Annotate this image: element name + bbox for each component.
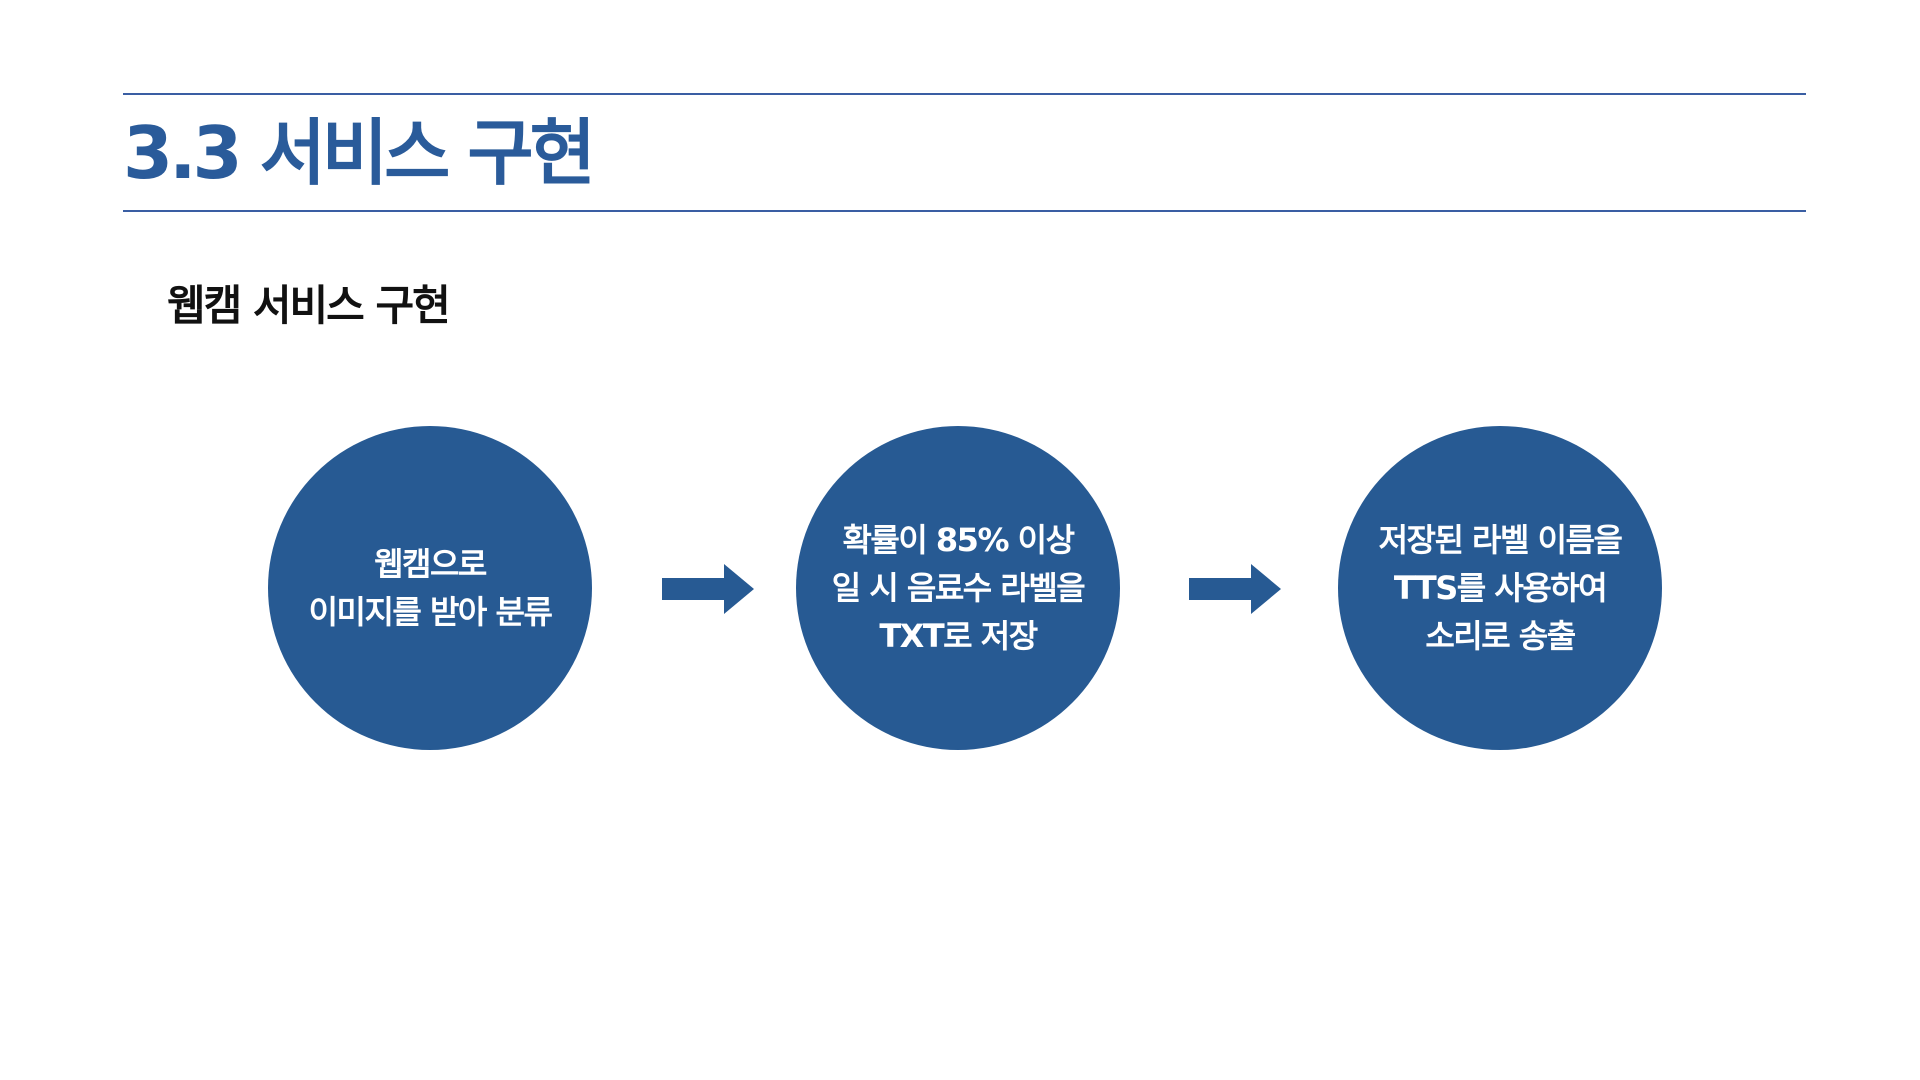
- flow-step-line: 이미지를 받아 분류: [308, 593, 553, 631]
- flow-step-line: 저장된 라벨 이름을: [1378, 521, 1623, 559]
- page-title: 3.3 서비스 구현: [123, 111, 596, 195]
- flow-step-line: 소리로 송출: [1425, 617, 1576, 655]
- title-top-rule: [123, 93, 1806, 95]
- flow-step-line: 웹캠으로: [374, 545, 487, 583]
- flow-step-line: 확률이 85% 이상: [842, 521, 1075, 559]
- flow-step-line: TTS를 사용하여: [1393, 569, 1608, 607]
- flow-step-save-label: 확률이 85% 이상 일 시 음료수 라벨을 TXT로 저장: [796, 426, 1120, 750]
- flow-step-text: 웹캠으로 이미지를 받아 분류: [308, 540, 553, 636]
- right-arrow-icon: [1189, 564, 1281, 614]
- right-arrow-icon: [662, 564, 754, 614]
- flow-step-tts-output: 저장된 라벨 이름을 TTS를 사용하여 소리로 송출: [1338, 426, 1662, 750]
- flow-step-text: 저장된 라벨 이름을 TTS를 사용하여 소리로 송출: [1378, 516, 1623, 660]
- flow-step-line: TXT로 저장: [879, 617, 1038, 655]
- flow-step-text: 확률이 85% 이상 일 시 음료수 라벨을 TXT로 저장: [831, 516, 1086, 660]
- flow-step-webcam-classify: 웹캠으로 이미지를 받아 분류: [268, 426, 592, 750]
- section-title: 웹캠 서비스 구현: [167, 281, 451, 330]
- title-bottom-rule: [123, 210, 1806, 212]
- flow-step-line: 일 시 음료수 라벨을: [831, 569, 1086, 607]
